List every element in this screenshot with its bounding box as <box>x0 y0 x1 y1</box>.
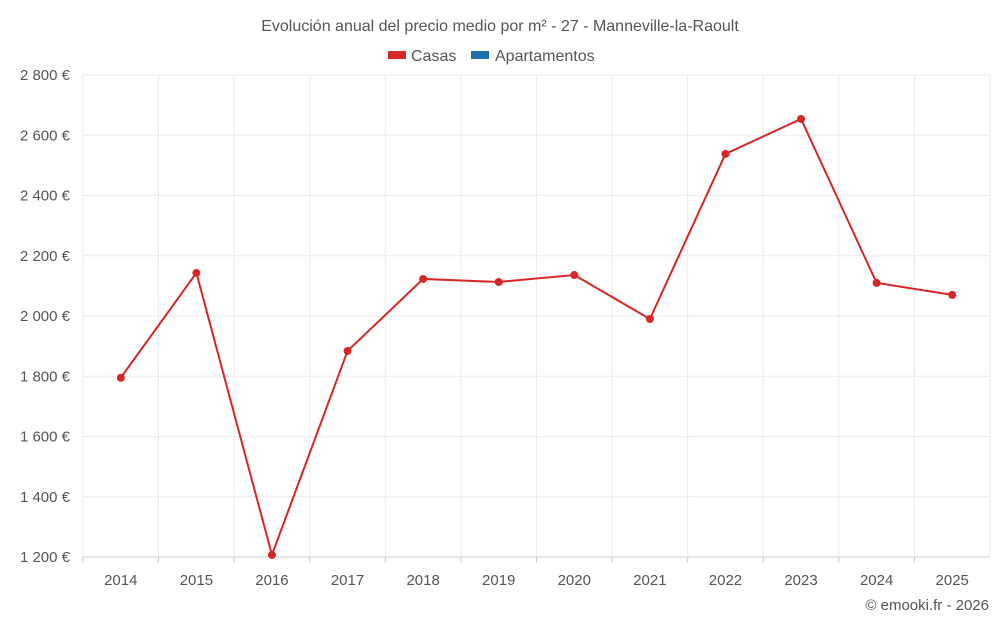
x-tick-label: 2019 <box>482 572 515 589</box>
x-tick-label: 2020 <box>558 572 591 589</box>
legend-label-casas: Casas <box>411 48 456 65</box>
x-tick-label: 2025 <box>936 572 969 589</box>
data-point <box>192 268 201 277</box>
x-tick-label: 2022 <box>709 572 742 589</box>
y-tick-label: 2 600 € <box>20 127 71 144</box>
x-tick-label: 2015 <box>180 572 213 589</box>
data-point <box>267 550 276 559</box>
y-tick-label: 2 000 € <box>20 308 71 325</box>
x-tick-label: 2016 <box>255 572 288 589</box>
data-point <box>797 114 806 123</box>
legend: Casas Apartamentos <box>388 48 595 65</box>
data-point <box>419 274 428 283</box>
y-tick-label: 1 400 € <box>20 489 71 506</box>
legend-swatch-apartamentos <box>471 51 489 59</box>
series-line-casas <box>119 117 953 559</box>
y-tick-label: 2 800 € <box>20 67 71 84</box>
legend-item-casas[interactable]: Casas <box>388 48 456 65</box>
legend-label-apartamentos: Apartamentos <box>495 48 595 65</box>
data-point <box>116 373 125 382</box>
credit: © emooki.fr - 2026 <box>865 597 989 614</box>
y-tick-label: 2 400 € <box>20 188 71 205</box>
x-tick-label: 2014 <box>104 572 137 589</box>
x-tick-label: 2024 <box>860 572 893 589</box>
x-tick-label: 2018 <box>406 572 439 589</box>
legend-swatch-casas <box>388 51 406 59</box>
data-point <box>343 346 352 355</box>
data-point <box>721 149 730 158</box>
data-point <box>948 290 957 299</box>
chart-title: Evolución anual del precio medio por m² … <box>261 18 739 35</box>
x-tick-label: 2023 <box>784 572 817 589</box>
x-tick-label: 2021 <box>633 572 666 589</box>
legend-item-apartamentos[interactable]: Apartamentos <box>471 48 595 65</box>
data-point <box>570 271 579 280</box>
y-tick-label: 1 200 € <box>20 549 71 566</box>
data-point <box>872 278 881 287</box>
y-tick-label: 2 200 € <box>20 248 71 265</box>
data-point <box>494 277 503 286</box>
y-tick-label: 1 600 € <box>20 429 71 446</box>
x-tick-label: 2017 <box>331 572 364 589</box>
data-point <box>645 315 654 324</box>
y-tick-label: 1 800 € <box>20 368 71 385</box>
